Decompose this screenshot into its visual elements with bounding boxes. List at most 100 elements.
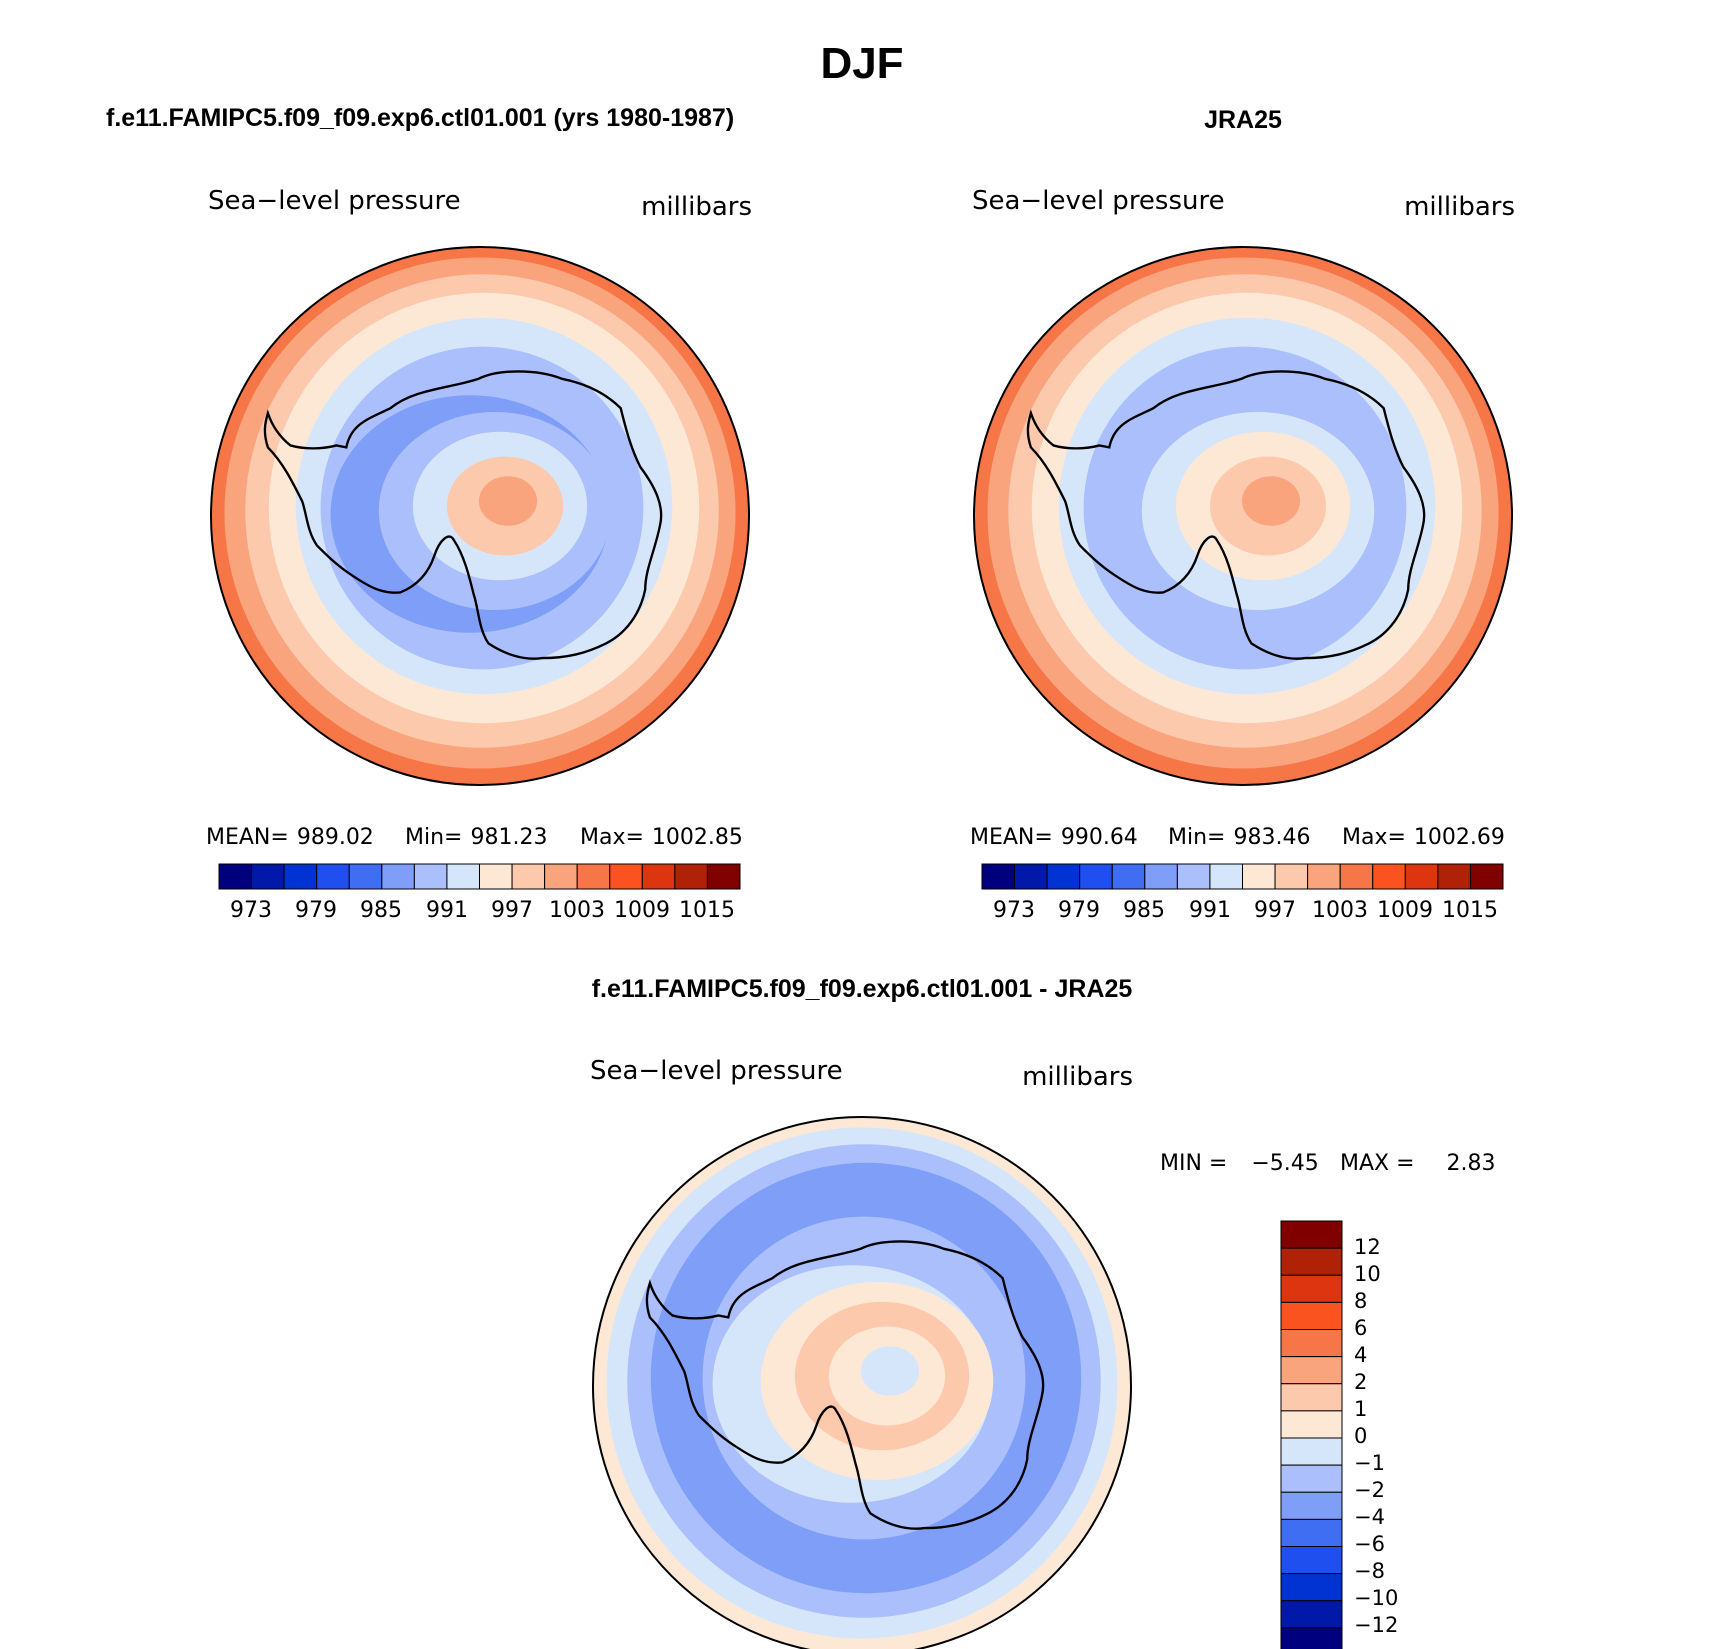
panel-obs-colorbar — [981, 863, 1504, 890]
min-value: −5.45 — [1251, 1151, 1318, 1176]
colorbar-swatch — [251, 863, 285, 890]
colorbar-tick-label: 997 — [1254, 898, 1296, 923]
svg-text:Max=1002.85: Max= 1002.85 — [580, 825, 743, 850]
panel-diff-stats: MIN = −5.45 MAX = 2.83 — [1160, 1151, 1496, 1176]
colorbar-tick-label: 1003 — [549, 898, 605, 923]
colorbar-swatch — [1274, 863, 1309, 890]
panel-obs-variable: Sea−level pressure — [972, 186, 1225, 216]
mean-label: MEAN= — [970, 825, 1053, 850]
max-label: Max= — [580, 825, 644, 850]
min-label: Min= — [405, 825, 462, 850]
svg-text:MEAN=989.02: MEAN= 989.02 — [206, 825, 374, 850]
colorbar-swatch — [1280, 1410, 1343, 1439]
colorbar-swatch — [1280, 1301, 1343, 1330]
colorbar-swatch — [1014, 863, 1048, 890]
panel-model-heading: f.e11.FAMIPC5.f09_f09.exp6.ctl01.001 (yr… — [106, 104, 734, 132]
panel-model-colorbar-labels: 973 979 985 991 997 1003 1009 1015 — [230, 898, 735, 923]
colorbar-swatch — [1280, 1627, 1343, 1649]
colorbar-swatch — [1280, 1220, 1343, 1249]
colorbar-tick-label: 991 — [1189, 898, 1231, 923]
colorbar-tick-label: 973 — [993, 898, 1035, 923]
colorbar-swatch — [446, 863, 480, 890]
colorbar-swatch — [1437, 863, 1471, 890]
colorbar-tick-label: 1003 — [1312, 898, 1368, 923]
colorbar-swatch — [511, 863, 546, 890]
colorbar-swatch — [1111, 863, 1146, 890]
colorbar-swatch — [674, 863, 708, 890]
max-value: 1002.69 — [1414, 825, 1505, 850]
panel-diff-variable: Sea−level pressure — [590, 1056, 843, 1086]
colorbar-swatch — [1280, 1491, 1343, 1520]
colorbar-tick-label: 10 — [1354, 1262, 1381, 1286]
panel-model-variable: Sea−level pressure — [208, 186, 461, 216]
colorbar-swatch — [381, 863, 415, 890]
colorbar-swatch — [1280, 1518, 1343, 1547]
colorbar-tick-label: −8 — [1354, 1559, 1385, 1583]
panel-diff-heading: f.e11.FAMIPC5.f09_f09.exp6.ctl01.001 - J… — [592, 975, 1133, 1003]
colorbar-swatch — [1372, 863, 1406, 890]
panel-model-map-border — [210, 246, 750, 786]
contour-band — [1241, 476, 1301, 526]
colorbar-swatch — [1280, 1383, 1343, 1412]
panel-obs-heading: JRA25 — [1204, 106, 1282, 134]
colorbar-swatch — [413, 863, 448, 890]
colorbar-tick-label: 1009 — [1377, 898, 1433, 923]
figure-title: DJF — [820, 39, 903, 88]
mean-label: MEAN= — [206, 825, 289, 850]
contour-band — [478, 476, 538, 526]
colorbar-swatch — [1307, 863, 1341, 890]
colorbar-tick-label: −2 — [1354, 1478, 1385, 1502]
colorbar-tick-label: 6 — [1354, 1316, 1367, 1340]
colorbar-tick-label: 8 — [1354, 1289, 1367, 1313]
svg-text:Min=983.46: Min= 983.46 — [1168, 825, 1310, 850]
colorbar-swatch — [1280, 1600, 1343, 1629]
colorbar-swatch — [1404, 863, 1439, 890]
panel-obs-map — [974, 247, 1512, 785]
max-value: 2.83 — [1447, 1151, 1496, 1176]
svg-text:MEAN=990.64: MEAN= 990.64 — [970, 825, 1138, 850]
colorbar-swatch — [641, 863, 676, 890]
colorbar-swatch — [479, 863, 513, 890]
colorbar-tick-label: −12 — [1354, 1613, 1398, 1637]
colorbar-tick-label: −6 — [1354, 1532, 1385, 1556]
panel-diff-colorbar — [1280, 1220, 1343, 1649]
mean-value: 989.02 — [297, 825, 374, 850]
panel-obs-map-border — [973, 246, 1513, 786]
max-value: 1002.85 — [652, 825, 743, 850]
colorbar-swatch — [1280, 1573, 1343, 1602]
colorbar-tick-label: 985 — [1123, 898, 1165, 923]
svg-text:Max=1002.69: Max= 1002.69 — [1342, 825, 1505, 850]
colorbar-swatch — [1144, 863, 1178, 890]
colorbar-tick-label: −4 — [1354, 1505, 1385, 1529]
colorbar-tick-label: −1 — [1354, 1451, 1385, 1475]
colorbar-tick-label: 973 — [230, 898, 272, 923]
colorbar-tick-label: 2 — [1354, 1370, 1367, 1394]
colorbar-swatch — [1469, 863, 1504, 890]
colorbar-swatch — [283, 863, 318, 890]
panel-diff: f.e11.FAMIPC5.f09_f09.exp6.ctl01.001 - J… — [590, 975, 1496, 1649]
colorbar-swatch — [1176, 863, 1211, 890]
min-label: Min= — [1168, 825, 1225, 850]
panel-model-stats: MEAN= 989.02 Min= 981.23 Max= 1002.85 — [206, 825, 743, 850]
colorbar-swatch — [1280, 1356, 1343, 1385]
colorbar-swatch — [1209, 863, 1243, 890]
colorbar-tick-label: 4 — [1354, 1343, 1367, 1367]
min-value: 981.23 — [470, 825, 547, 850]
colorbar-tick-label: 991 — [426, 898, 468, 923]
colorbar-swatch — [1280, 1464, 1343, 1493]
panel-model: f.e11.FAMIPC5.f09_f09.exp6.ctl01.001 (yr… — [106, 104, 752, 923]
panel-diff-map-border — [592, 1116, 1132, 1649]
panel-obs-units: millibars — [1404, 192, 1515, 222]
colorbar-swatch — [1280, 1329, 1343, 1358]
colorbar-tick-label: 997 — [491, 898, 533, 923]
panel-model-units: millibars — [641, 192, 752, 222]
colorbar-swatch — [316, 863, 350, 890]
colorbar-tick-label: 12 — [1354, 1235, 1381, 1259]
svg-text:MAX =2.83: MAX = 2.83 — [1340, 1151, 1496, 1176]
colorbar-swatch — [706, 863, 741, 890]
colorbar-swatch — [348, 863, 383, 890]
panel-obs: JRA25 Sea−level pressure millibars MEAN=… — [970, 106, 1515, 923]
colorbar-tick-label: 0 — [1354, 1424, 1367, 1448]
colorbar-swatch — [609, 863, 643, 890]
